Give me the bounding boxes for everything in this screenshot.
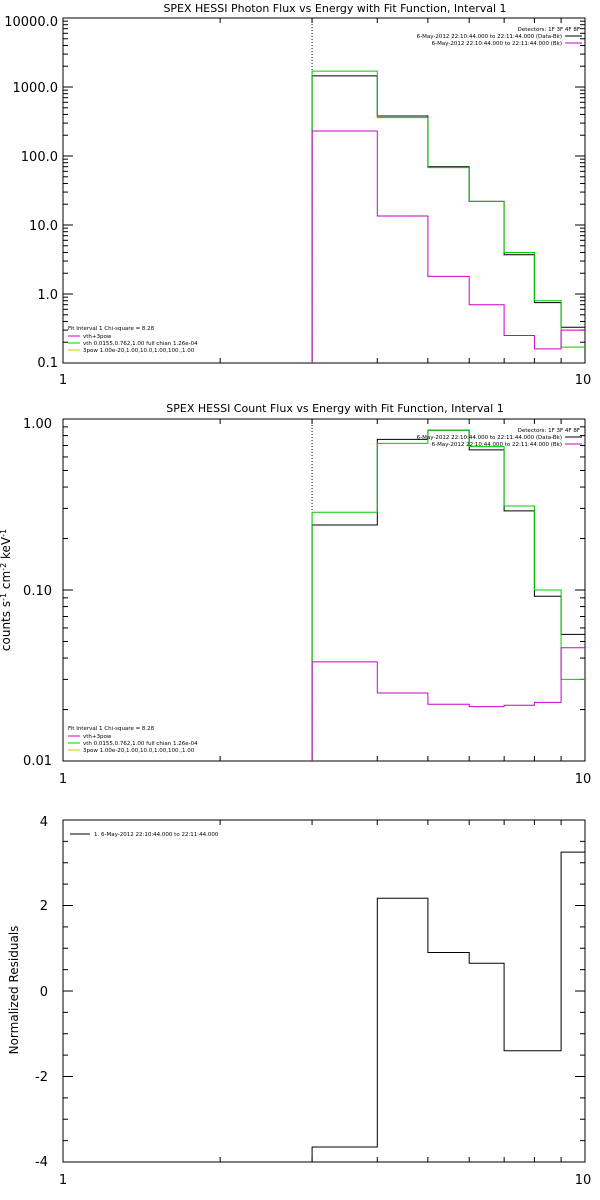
photon-flux-ytick-1000: 1000.0	[13, 81, 59, 96]
count-flux-legend-detectors: Detectors: 1F 3F 4F 8F	[518, 428, 580, 434]
count-flux-legend-3pow: 3pow 1.00e-20,1.00,10.0,1.00,100.,1.00	[83, 748, 195, 754]
photon-flux-legend-bk: 6-May-2012 22:10:44.000 to 22:11:44.000 …	[432, 41, 562, 47]
photon-flux-legend-detectors: Detectors: 1F 3F 4F 8F	[518, 27, 580, 33]
count-flux-ytick-0.01: 0.01	[23, 754, 52, 769]
photon-flux-ytick-1: 1.0	[37, 288, 58, 303]
count-flux-legend-left: Fit Interval 1 Chi-square = 8.28 vth+3po…	[68, 726, 198, 754]
photon-flux-legend-right: Detectors: 1F 3F 4F 8F 6-May-2012 22:10:…	[417, 27, 582, 47]
series-line-2-6-may-2012-22-10-44-000-to-22-11-44-000-bk	[311, 130, 585, 363]
photon-flux-legend-left: Fit Interval 1 Chi-square = 8.28 vth+3po…	[68, 326, 198, 354]
count-flux-axis-ticks	[62, 418, 586, 762]
photon-flux-series	[311, 70, 585, 363]
residuals-ytick-0: 0	[40, 985, 48, 1000]
count-flux-panel: SPEX HESSI Count Flux vs Energy with Fit…	[0, 402, 591, 787]
photon-flux-legend-fit: Fit Interval 1 Chi-square = 8.28	[68, 326, 155, 332]
residuals-xtick-1: 1	[59, 1173, 67, 1188]
residuals-panel: 4 2 0 -2 -4 1 10 Normalized Residuals 1.…	[7, 815, 591, 1188]
series-line-2-6-may-2012-22-10-44-000-to-22-11-44-000-bk	[311, 647, 585, 761]
residuals-ytick-4: 4	[40, 815, 48, 830]
photon-flux-legend-3pow: 3pow 1.00e-20,1.00,10.0,1.00,100.,1.00	[83, 348, 195, 354]
series-line-0-6-may-2012-22-10-44-000-to-22-11-44-000-data-bk	[311, 75, 585, 363]
count-flux-xtick-10: 10	[575, 772, 592, 787]
photon-flux-ytick-10000: 10000.0	[4, 15, 58, 30]
series-line-1-vth-3pow	[311, 429, 585, 761]
residuals-legend-entry: 1. 6-May-2012 22:10:44.000 to 22:11:44.0…	[94, 832, 219, 838]
series-line-1-vth-3pow	[311, 70, 585, 363]
photon-flux-plot-frame	[62, 17, 586, 364]
count-flux-legend-bk: 6-May-2012 22:10:44.000 to 22:11:44.000 …	[432, 442, 562, 448]
count-flux-legend-data-bk: 6-May-2012 22:10:44.000 to 22:11:44.000 …	[417, 435, 562, 441]
residuals-legend: 1. 6-May-2012 22:10:44.000 to 22:11:44.0…	[70, 832, 219, 838]
photon-flux-title: SPEX HESSI Photon Flux vs Energy with Fi…	[163, 2, 506, 15]
photon-flux-ytick-0.1: 0.1	[37, 356, 58, 371]
residuals-ytick-2: 2	[40, 899, 48, 914]
residuals-ylabel: Normalized Residuals	[7, 926, 21, 1055]
residuals-ytick-neg2: -2	[35, 1070, 48, 1085]
residuals-ytick-neg4: -4	[35, 1155, 48, 1170]
residuals-plot-frame	[62, 819, 586, 1163]
photon-flux-xtick-1: 1	[59, 373, 67, 388]
photon-flux-legend-data-bk: 6-May-2012 22:10:44.000 to 22:11:44.000 …	[417, 34, 562, 40]
count-flux-plot-frame	[62, 418, 586, 762]
count-flux-legend-vth: vth 0.0155,0.762,1.00 full chian 1.26e-0…	[83, 741, 198, 747]
count-flux-xtick-1: 1	[59, 772, 67, 787]
series-line-0-1-6-may-2012-22-10-44-000-to-22-11-44-000	[311, 851, 585, 1162]
count-flux-ytick-1: 1.00	[23, 417, 52, 432]
photon-flux-ytick-10: 10.0	[29, 219, 58, 234]
photon-flux-legend-model: vth+3pow	[83, 334, 112, 340]
photon-flux-axis-ticks	[62, 17, 586, 364]
count-flux-legend-fit: Fit Interval 1 Chi-square = 8.28	[68, 726, 155, 732]
count-flux-legend-right: Detectors: 1F 3F 4F 8F 6-May-2012 22:10:…	[417, 428, 582, 448]
residuals-axis-ticks	[62, 819, 586, 1163]
photon-flux-legend-vth: vth 0.0155,0.762,1.00 full chian 1.26e-0…	[83, 341, 198, 347]
residuals-series	[311, 851, 585, 1162]
photon-flux-xtick-10: 10	[575, 373, 592, 388]
photon-flux-panel: SPEX HESSI Photon Flux vs Energy with Fi…	[4, 2, 591, 388]
count-flux-series	[311, 429, 585, 761]
residuals-xtick-10: 10	[575, 1173, 592, 1188]
series-line-0-6-may-2012-22-10-44-000-to-22-11-44-000-data-bk	[311, 429, 585, 761]
count-flux-ytick-0.1: 0.10	[23, 584, 52, 599]
photon-flux-ytick-100: 100.0	[21, 150, 58, 165]
count-flux-legend-model: vth+3pow	[83, 734, 112, 740]
count-flux-title: SPEX HESSI Count Flux vs Energy with Fit…	[166, 402, 503, 415]
count-flux-ylabel: counts s-1 cm-2 keV-1	[0, 529, 13, 651]
